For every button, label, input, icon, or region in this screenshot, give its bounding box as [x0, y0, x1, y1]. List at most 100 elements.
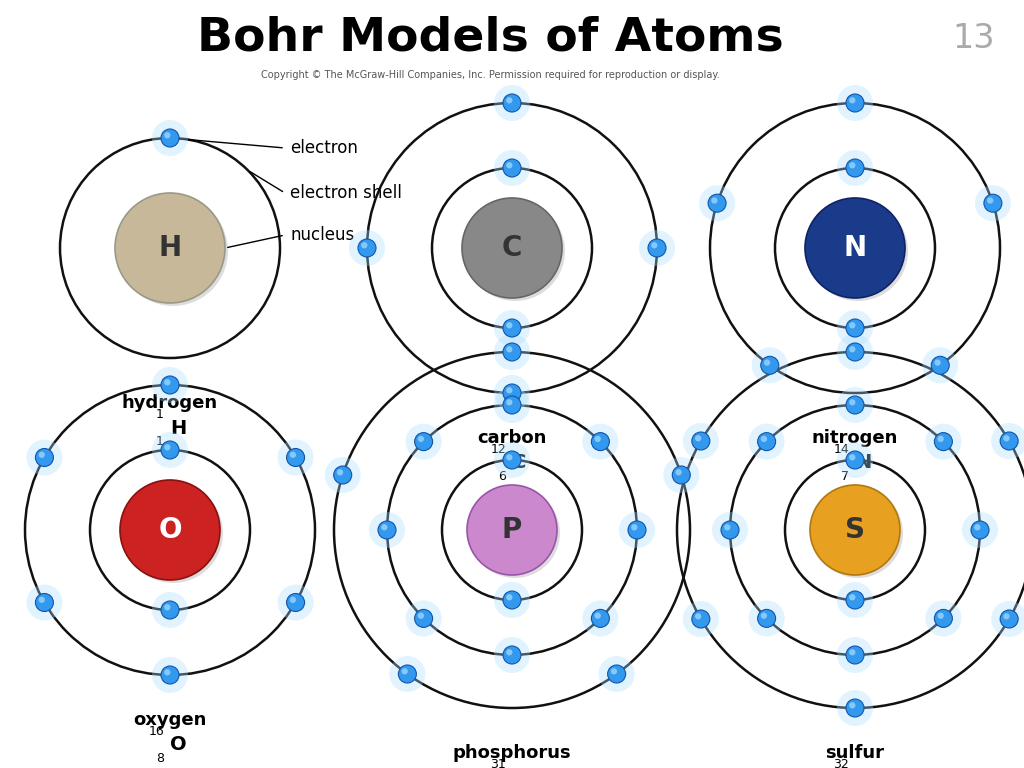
Circle shape: [639, 230, 675, 266]
Circle shape: [583, 424, 618, 459]
Text: electron: electron: [290, 139, 357, 157]
Circle shape: [164, 444, 170, 451]
Text: 1: 1: [156, 435, 164, 448]
Circle shape: [846, 396, 864, 414]
Circle shape: [494, 85, 530, 121]
Circle shape: [849, 399, 855, 406]
Circle shape: [161, 666, 179, 684]
Circle shape: [152, 657, 188, 693]
Text: N: N: [844, 234, 866, 262]
Circle shape: [692, 432, 710, 450]
Circle shape: [692, 610, 710, 628]
Circle shape: [631, 524, 638, 531]
Circle shape: [695, 435, 701, 442]
Circle shape: [470, 488, 560, 578]
Text: 6: 6: [498, 470, 506, 483]
Circle shape: [934, 432, 952, 451]
Circle shape: [506, 594, 512, 601]
Text: H: H: [170, 419, 186, 438]
Circle shape: [991, 423, 1024, 459]
Circle shape: [152, 432, 188, 468]
Circle shape: [846, 646, 864, 664]
Text: 13: 13: [952, 22, 995, 55]
Text: N: N: [855, 453, 871, 472]
Circle shape: [287, 594, 304, 611]
Circle shape: [846, 591, 864, 609]
Text: 8: 8: [156, 752, 164, 765]
Text: carbon: carbon: [477, 429, 547, 447]
Circle shape: [595, 613, 601, 619]
Text: 12: 12: [490, 443, 506, 456]
Circle shape: [494, 334, 530, 370]
Circle shape: [849, 649, 855, 655]
Text: 1: 1: [156, 408, 164, 421]
Circle shape: [494, 310, 530, 346]
Circle shape: [975, 185, 1011, 221]
Circle shape: [607, 665, 626, 683]
Circle shape: [846, 451, 864, 469]
Circle shape: [369, 512, 406, 548]
Circle shape: [837, 387, 873, 423]
Text: Bohr Models of Atoms: Bohr Models of Atoms: [197, 15, 783, 61]
Circle shape: [926, 601, 962, 637]
Text: hydrogen: hydrogen: [122, 394, 218, 412]
Circle shape: [506, 322, 512, 329]
Circle shape: [325, 457, 360, 493]
Circle shape: [810, 485, 900, 575]
Circle shape: [592, 609, 609, 627]
Text: O: O: [159, 516, 181, 544]
Circle shape: [813, 488, 903, 578]
Circle shape: [987, 197, 993, 204]
Circle shape: [837, 442, 873, 478]
Circle shape: [161, 376, 179, 394]
Circle shape: [494, 582, 530, 618]
Circle shape: [27, 439, 62, 475]
Circle shape: [583, 601, 618, 637]
Circle shape: [837, 334, 873, 370]
Circle shape: [118, 196, 228, 306]
Circle shape: [462, 198, 562, 298]
Circle shape: [849, 454, 855, 461]
Circle shape: [846, 94, 864, 112]
Circle shape: [503, 384, 521, 402]
Text: Copyright © The McGraw-Hill Companies, Inc. Permission required for reproduction: Copyright © The McGraw-Hill Companies, I…: [261, 70, 720, 80]
Circle shape: [164, 132, 170, 138]
Circle shape: [1000, 432, 1018, 450]
Circle shape: [39, 452, 45, 458]
Circle shape: [161, 441, 179, 459]
Circle shape: [465, 201, 565, 301]
Circle shape: [1004, 435, 1010, 442]
Circle shape: [676, 469, 682, 475]
Circle shape: [683, 601, 719, 637]
Circle shape: [503, 94, 521, 112]
Text: electron shell: electron shell: [290, 184, 401, 202]
Circle shape: [749, 601, 784, 637]
Circle shape: [749, 424, 784, 459]
Circle shape: [849, 322, 855, 329]
Circle shape: [618, 512, 655, 548]
Circle shape: [506, 162, 512, 168]
Circle shape: [161, 601, 179, 619]
Circle shape: [712, 512, 748, 548]
Circle shape: [506, 346, 512, 353]
Circle shape: [805, 198, 905, 298]
Circle shape: [152, 367, 188, 403]
Text: 31: 31: [490, 758, 506, 768]
Circle shape: [494, 637, 530, 673]
Text: C: C: [502, 234, 522, 262]
Circle shape: [418, 613, 424, 619]
Circle shape: [152, 120, 188, 156]
Circle shape: [503, 591, 521, 609]
Circle shape: [849, 97, 855, 104]
Circle shape: [934, 609, 952, 627]
Circle shape: [721, 521, 739, 539]
Circle shape: [971, 521, 989, 539]
Circle shape: [123, 483, 223, 583]
Circle shape: [337, 469, 343, 475]
Circle shape: [36, 449, 53, 466]
Circle shape: [595, 435, 601, 442]
Text: O: O: [170, 736, 186, 754]
Circle shape: [849, 346, 855, 353]
Circle shape: [290, 597, 296, 603]
Text: 16: 16: [148, 725, 164, 738]
